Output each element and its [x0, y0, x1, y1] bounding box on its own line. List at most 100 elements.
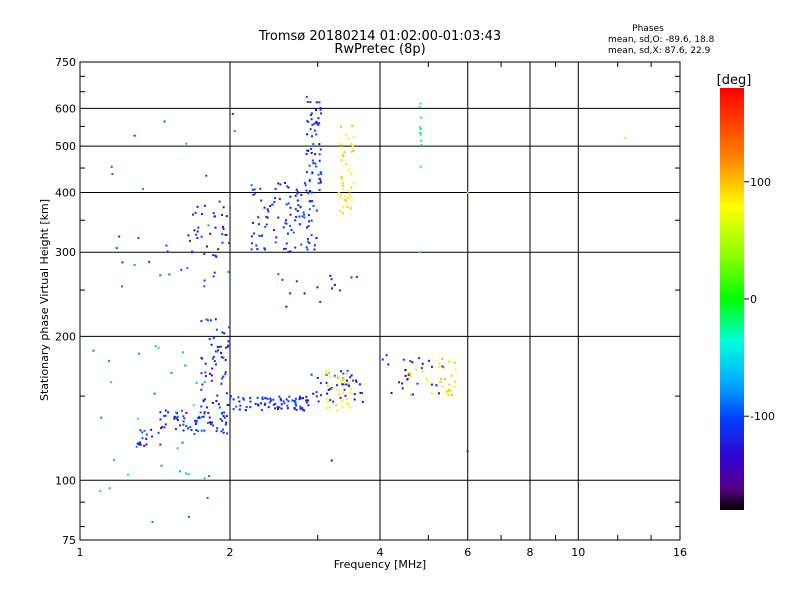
data-point [200, 320, 203, 323]
data-point [438, 362, 441, 365]
data-point [176, 412, 178, 415]
data-point [212, 337, 215, 340]
data-point [141, 431, 144, 434]
data-point [313, 248, 316, 251]
data-point [305, 399, 308, 402]
data-point [428, 359, 430, 362]
data-point [164, 409, 167, 412]
data-point [206, 245, 208, 248]
data-point [261, 398, 264, 401]
data-point [307, 192, 310, 195]
data-point [255, 244, 258, 247]
data-point [328, 375, 331, 378]
data-point [287, 400, 290, 403]
data-point [329, 406, 332, 409]
data-point [285, 398, 288, 401]
data-point [184, 364, 187, 367]
data-point [331, 388, 334, 391]
data-point [329, 399, 332, 402]
data-point [341, 212, 344, 215]
data-point [315, 120, 318, 123]
data-point [139, 429, 142, 432]
data-point [200, 356, 203, 359]
data-point [345, 134, 347, 137]
data-point [212, 355, 215, 358]
data-point [304, 184, 307, 187]
data-point [343, 151, 346, 154]
data-point [311, 159, 314, 162]
data-point [446, 393, 449, 396]
data-point [419, 165, 422, 168]
data-point [308, 164, 311, 167]
data-point [118, 235, 121, 238]
data-point [203, 477, 206, 480]
data-point [310, 152, 313, 154]
data-point [450, 374, 453, 377]
colorbar-tick-label: 0 [750, 293, 757, 306]
data-point [203, 252, 206, 255]
data-point [218, 200, 221, 203]
data-point [200, 388, 203, 391]
data-point [313, 244, 316, 247]
data-point [181, 409, 184, 412]
data-point [215, 255, 218, 258]
data-point [319, 148, 322, 151]
data-point [181, 351, 184, 354]
data-point [252, 193, 255, 196]
data-point [359, 392, 362, 394]
data-point [317, 400, 320, 403]
data-point [224, 371, 227, 374]
data-point [163, 120, 166, 123]
data-point [350, 374, 353, 377]
data-point [412, 393, 414, 396]
data-point [217, 248, 220, 251]
data-point [419, 126, 422, 129]
y-tick-label: 200 [55, 330, 76, 343]
x-tick-label: 1 [77, 546, 84, 559]
data-point [278, 395, 281, 398]
data-point [212, 275, 215, 278]
data-point [326, 407, 329, 410]
data-point [324, 372, 327, 375]
data-point [202, 400, 205, 403]
colorbar-tick-label: -100 [750, 410, 775, 423]
data-point [320, 112, 323, 115]
data-point [315, 237, 318, 240]
data-point [431, 383, 433, 386]
data-point [244, 409, 247, 412]
data-point [196, 230, 199, 233]
data-point [348, 192, 351, 195]
data-point [408, 372, 411, 374]
data-point [233, 130, 236, 133]
data-point [219, 406, 221, 409]
data-point [136, 442, 139, 445]
data-point [159, 418, 162, 421]
data-point [313, 129, 316, 132]
data-point [258, 223, 260, 226]
data-point [222, 375, 225, 378]
data-point [341, 399, 343, 402]
data-point [145, 443, 148, 446]
data-point [352, 379, 355, 382]
data-point [260, 409, 263, 412]
data-point [276, 406, 279, 409]
data-point [310, 191, 313, 194]
data-point [285, 242, 288, 245]
data-point [250, 242, 253, 245]
data-point [295, 404, 298, 407]
data-point [317, 117, 320, 120]
data-point [438, 365, 440, 368]
data-point [309, 128, 312, 131]
data-point [358, 383, 361, 386]
data-point [259, 402, 262, 405]
data-point [220, 412, 223, 415]
data-point [355, 379, 358, 382]
x-tick-label: 4 [377, 546, 384, 559]
data-point [138, 352, 141, 355]
data-point [316, 286, 319, 289]
data-point [307, 240, 309, 243]
data-point [163, 414, 166, 417]
data-point [289, 206, 292, 209]
data-point [182, 429, 185, 432]
data-point [227, 403, 230, 406]
